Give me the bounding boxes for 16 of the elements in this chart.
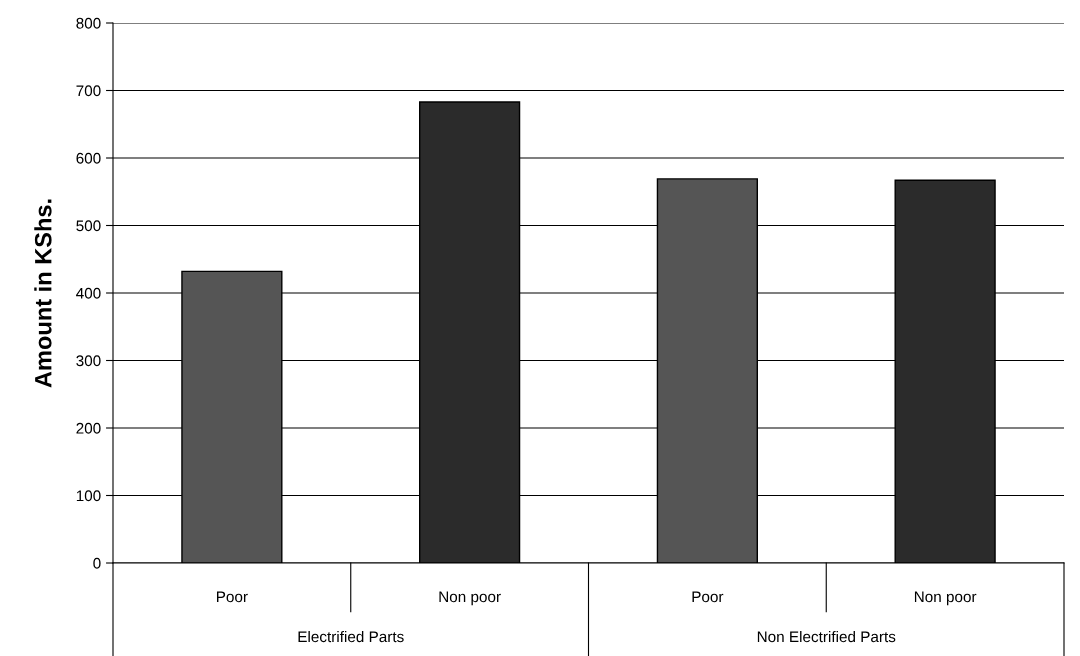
text: Non Electrified Parts bbox=[757, 630, 896, 643]
x-tick-label: Non poor bbox=[439, 591, 501, 606]
y-tick-label: 600 bbox=[76, 152, 101, 164]
x-tick-label: Poor bbox=[216, 591, 248, 603]
y-tick-label: 100 bbox=[76, 490, 101, 502]
y-tick-label: 200 bbox=[76, 422, 101, 434]
y-tick-label: 400 bbox=[76, 287, 101, 299]
x-tick-label: Poor bbox=[692, 591, 724, 603]
y-tick-label: 500 bbox=[76, 220, 101, 232]
x-tick-label: Non poor bbox=[914, 591, 977, 606]
y-axis-title: Amount in KShs. bbox=[34, 199, 52, 388]
y-tick-label: 300 bbox=[76, 355, 101, 367]
y-tick-label: 0 bbox=[93, 557, 101, 569]
y-tick-label: 800 bbox=[76, 17, 101, 29]
text: Electrified Parts bbox=[298, 630, 404, 643]
y-tick-label: 700 bbox=[76, 85, 101, 97]
